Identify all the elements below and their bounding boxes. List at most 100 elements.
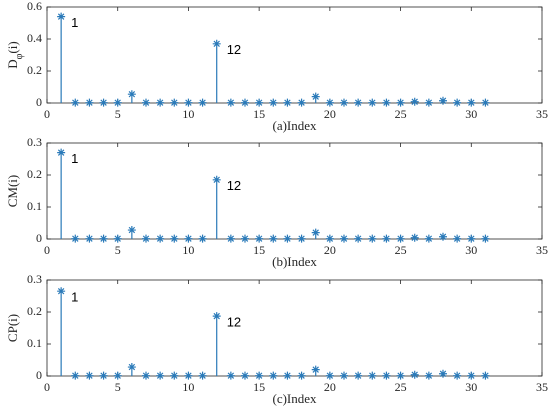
y-axis-label: CM(i) — [5, 175, 20, 208]
stem-point — [212, 175, 221, 239]
stem-point — [340, 371, 348, 380]
x-tick-label: 5 — [115, 380, 121, 394]
stem-point — [127, 363, 136, 376]
stem-point — [453, 234, 462, 243]
y-tick-label: 0.1 — [27, 336, 42, 350]
stem-point — [368, 234, 377, 243]
x-tick-label: 10 — [182, 243, 194, 257]
stem-point — [113, 234, 122, 243]
stem-point — [368, 98, 377, 107]
x-tick-label: 0 — [44, 380, 50, 394]
x-tick-label: 30 — [465, 380, 477, 394]
y-tick-label: 0 — [36, 368, 42, 382]
stem-point — [198, 98, 207, 107]
y-tick-label: 0.2 — [27, 167, 42, 181]
stem-point — [226, 98, 235, 107]
plot-frame — [46, 142, 543, 240]
annotation: 12 — [227, 315, 241, 330]
stem-point — [269, 234, 278, 243]
annotation: 1 — [71, 290, 78, 305]
annotation: 12 — [227, 42, 241, 57]
stem-point — [410, 233, 419, 242]
stem-point — [85, 371, 94, 380]
stem-point — [142, 98, 150, 107]
stem-point — [99, 371, 108, 380]
stem-point — [325, 234, 334, 243]
stem-point — [255, 98, 264, 107]
annotation: 1 — [71, 15, 78, 30]
y-axis-label-part: φ — [14, 53, 25, 59]
stem-point — [71, 234, 80, 243]
x-tick-label: 20 — [324, 380, 336, 394]
annotation: 12 — [227, 178, 241, 193]
x-tick-label: 10 — [182, 107, 194, 121]
stem-point — [368, 371, 377, 380]
x-tick-label: 35 — [536, 107, 548, 121]
stem-point — [170, 98, 179, 107]
stem-point — [184, 98, 193, 107]
y-tick-label: 0.2 — [27, 304, 42, 318]
stem-point — [241, 234, 249, 243]
stem-point — [99, 98, 108, 107]
x-tick-label: 25 — [395, 243, 407, 257]
x-tick-label: 10 — [182, 380, 194, 394]
x-tick-label: 25 — [395, 107, 407, 121]
stem-point — [382, 371, 391, 380]
subplot: 0 5 10 15 20 25 30 35 0 0.2 0.4 0.6 (a)Index Dφ(i) 1 12 — [5, 0, 548, 133]
stem-point — [396, 98, 405, 107]
x-axis-label: (c)Index — [272, 391, 317, 406]
stem-point — [255, 371, 264, 380]
x-tick-label: 20 — [324, 107, 336, 121]
stem-point — [354, 98, 363, 107]
stem-point — [113, 371, 122, 380]
stem-point — [283, 371, 292, 380]
y-tick-label: 0.2 — [27, 63, 42, 77]
stem-point — [396, 371, 405, 380]
stem-point — [57, 12, 66, 103]
stem-point — [198, 234, 207, 243]
stem-point — [170, 371, 179, 380]
x-tick-label: 35 — [536, 243, 548, 257]
x-axis-label: (a)Index — [272, 118, 317, 133]
stem-point — [382, 98, 391, 107]
stem-point — [410, 370, 419, 379]
stem-point — [127, 90, 136, 103]
stem-point — [453, 371, 462, 380]
stem-point — [354, 234, 363, 243]
x-tick-label: 0 — [44, 107, 50, 121]
stem-point — [297, 371, 306, 380]
stem-point — [424, 371, 433, 380]
stem-point — [156, 234, 165, 243]
stem-point — [481, 234, 490, 243]
stem-point — [297, 98, 306, 107]
y-tick-label: 0.4 — [27, 31, 42, 45]
x-tick-label: 25 — [395, 380, 407, 394]
x-tick-label: 30 — [465, 107, 477, 121]
stem-point — [424, 98, 433, 107]
plot-frame — [46, 6, 543, 104]
stem-point — [453, 98, 462, 107]
stem-point — [481, 98, 490, 107]
stem-point — [127, 226, 136, 239]
y-tick-label: 0.3 — [27, 272, 42, 286]
y-axis-label-part: CP(i) — [5, 314, 20, 342]
stem-point — [156, 371, 165, 380]
stem-point — [212, 39, 221, 103]
stem-point — [467, 98, 476, 107]
y-axis-label-part: CM(i) — [5, 175, 20, 208]
stem-point — [99, 234, 108, 243]
plot-frame — [46, 279, 543, 377]
stem-point — [184, 371, 193, 380]
y-tick-label: 0.6 — [27, 0, 42, 13]
stem-point — [467, 234, 476, 243]
x-tick-label: 15 — [253, 380, 265, 394]
stem-point — [241, 371, 249, 380]
y-tick-label: 0 — [36, 231, 42, 245]
stem-point — [311, 228, 320, 239]
x-tick-label: 20 — [324, 243, 336, 257]
stem-point — [57, 287, 66, 376]
stem-point — [396, 234, 405, 243]
stem-point — [71, 98, 80, 107]
stem-point — [198, 371, 207, 380]
